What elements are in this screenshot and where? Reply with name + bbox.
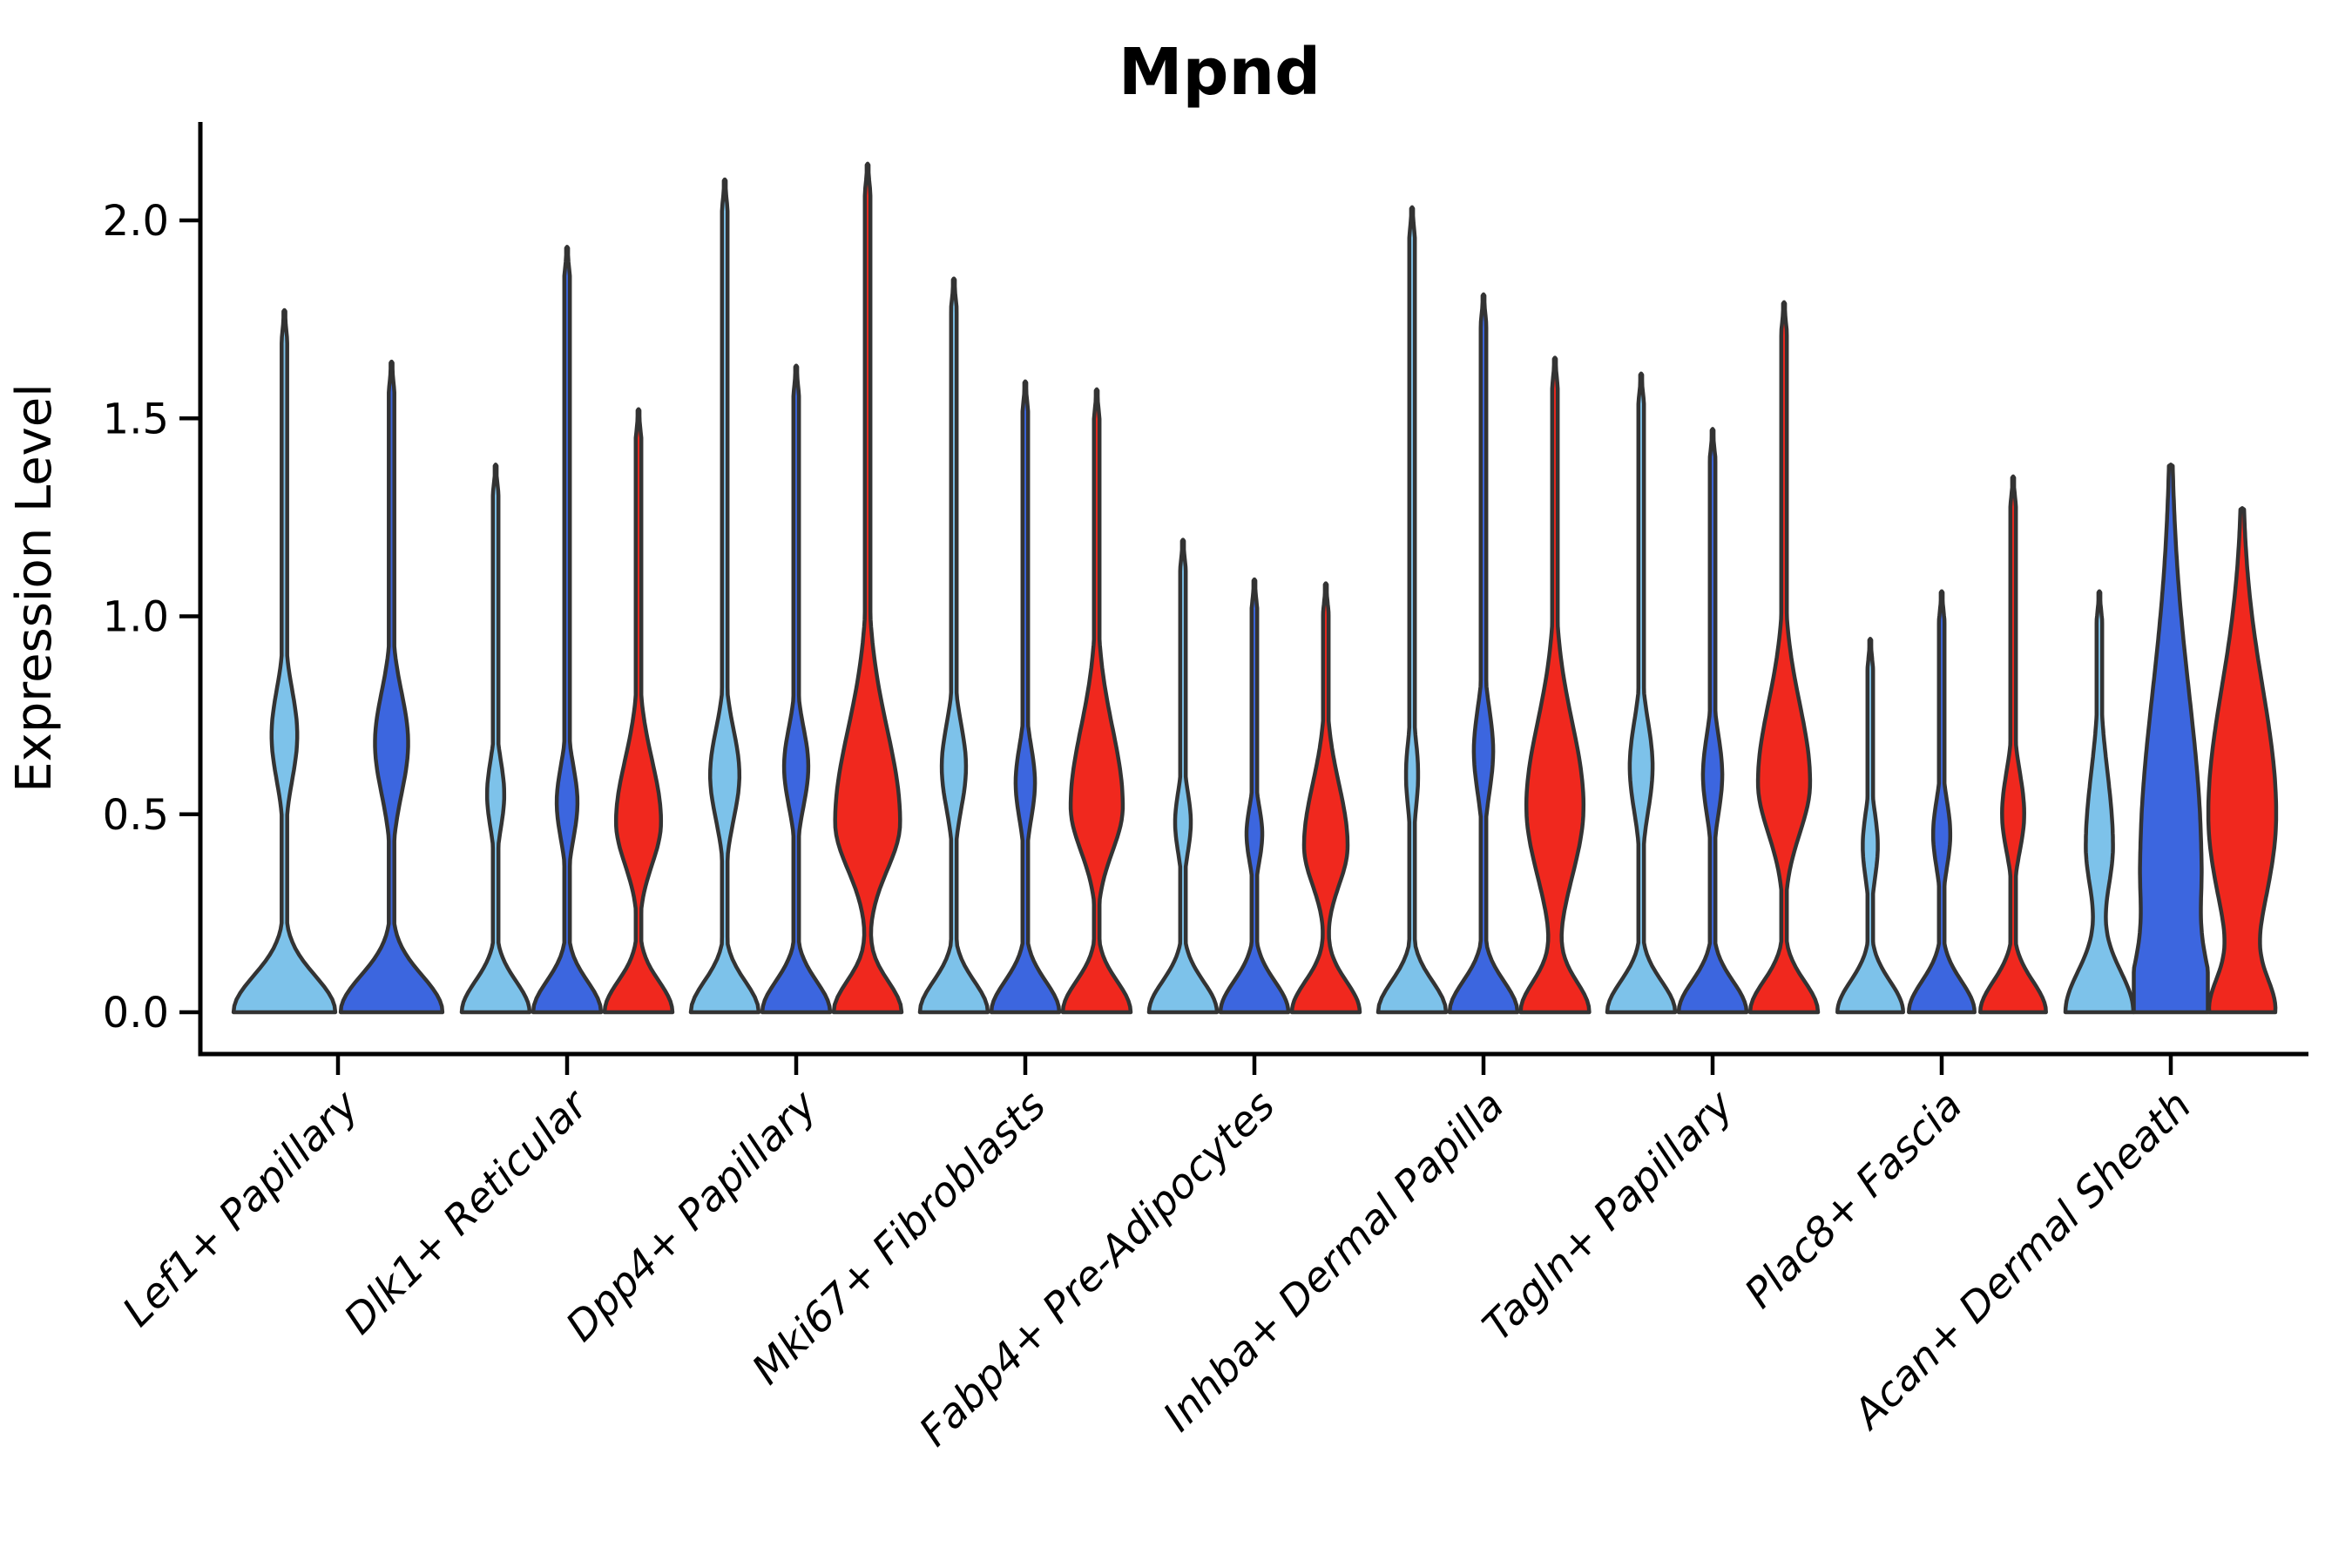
chart-title: Mpnd bbox=[1119, 35, 1321, 110]
violin-6-series2 bbox=[1676, 427, 1749, 1015]
y-tick-label: 0.5 bbox=[103, 791, 169, 840]
violin-1-series2 bbox=[531, 245, 604, 1015]
violin-8-series1 bbox=[2063, 589, 2136, 1015]
violin-4-series3 bbox=[1289, 581, 1362, 1015]
violin-3-series1 bbox=[917, 276, 990, 1015]
y-axis-label: Expression Level bbox=[6, 383, 63, 793]
violin-8-series3 bbox=[2206, 506, 2279, 1015]
violin-4-series1 bbox=[1146, 537, 1220, 1015]
violin-2-series2 bbox=[760, 363, 833, 1015]
violin-7-series1 bbox=[1835, 637, 1905, 1015]
y-tick-label: 1.0 bbox=[103, 593, 169, 642]
violin-0-series1 bbox=[231, 308, 338, 1015]
violin-5-series1 bbox=[1375, 205, 1449, 1015]
violin-4-series2 bbox=[1218, 577, 1291, 1015]
violin-7-series2 bbox=[1907, 589, 1977, 1015]
violin-2-series1 bbox=[688, 177, 761, 1015]
violin-2-series3 bbox=[831, 161, 904, 1015]
violin-1-series3 bbox=[602, 407, 675, 1015]
violin-1-series1 bbox=[459, 463, 532, 1015]
y-tick-label: 0.0 bbox=[103, 989, 169, 1037]
y-tick-label: 1.5 bbox=[103, 395, 169, 443]
violins-layer bbox=[231, 161, 2279, 1015]
violin-3-series3 bbox=[1060, 387, 1133, 1015]
violin-0-series2 bbox=[338, 359, 445, 1015]
violin-3-series2 bbox=[989, 379, 1062, 1015]
violin-5-series2 bbox=[1447, 292, 1520, 1015]
violin-5-series3 bbox=[1518, 355, 1592, 1015]
violin-6-series1 bbox=[1605, 371, 1678, 1015]
violin-8-series2 bbox=[2132, 463, 2210, 1015]
y-tick-label: 2.0 bbox=[103, 197, 169, 246]
violin-7-series3 bbox=[1978, 474, 2048, 1015]
violin-6-series3 bbox=[1747, 300, 1821, 1015]
